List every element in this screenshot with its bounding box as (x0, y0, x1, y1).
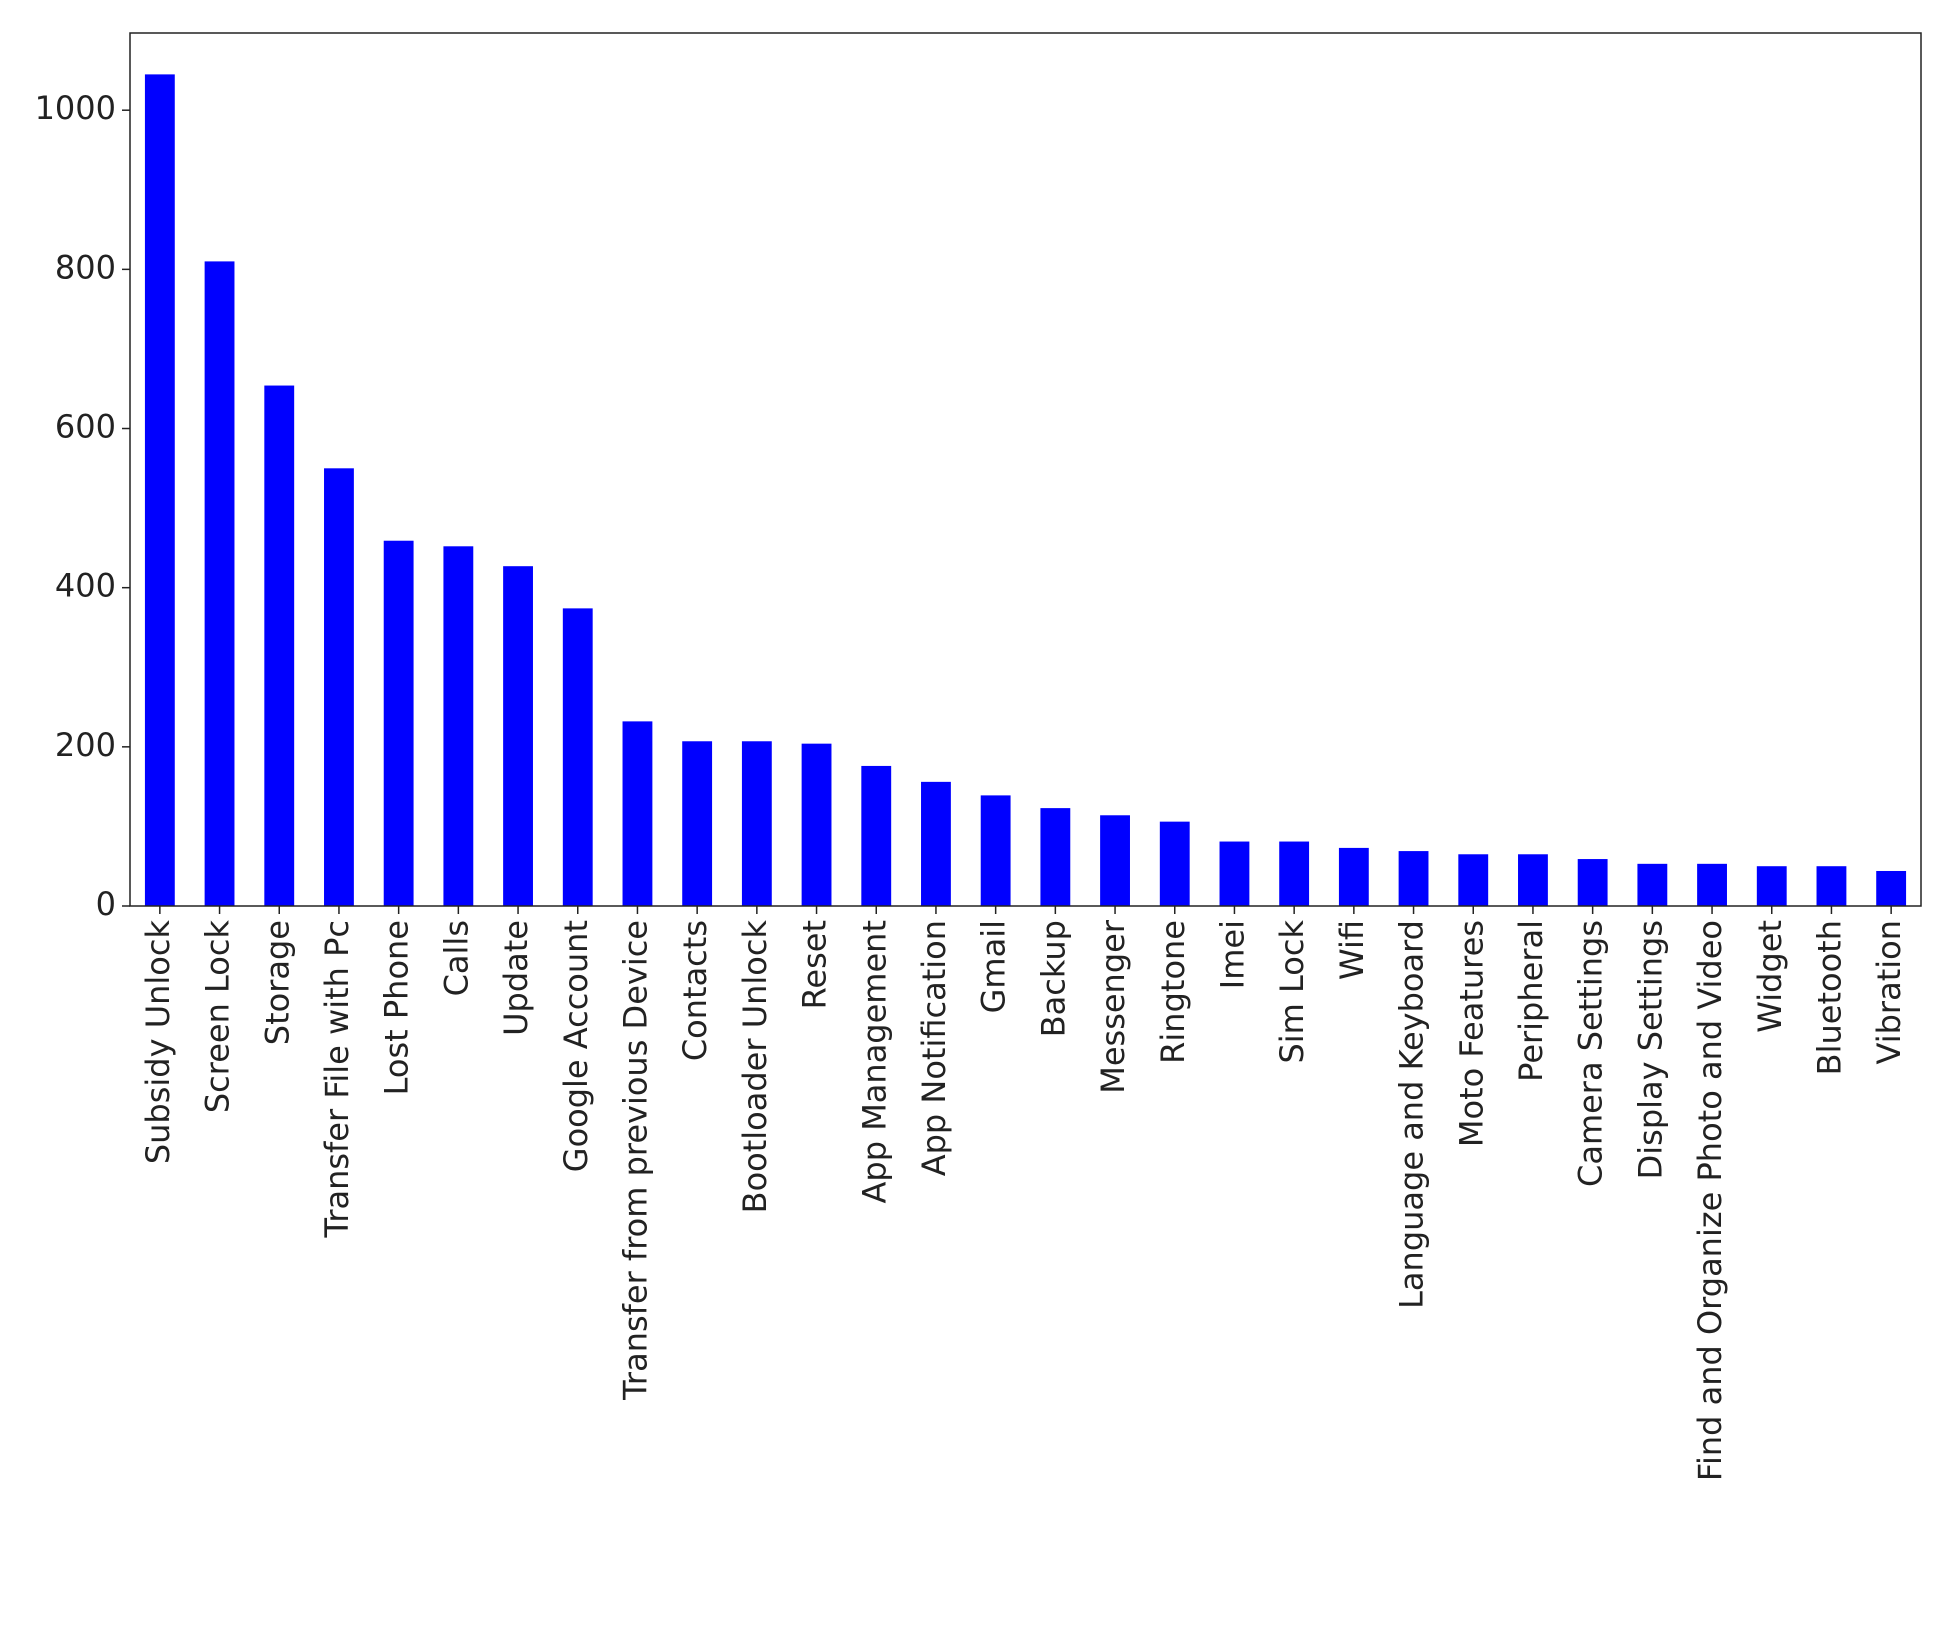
bar (980, 795, 1011, 906)
x-tick-label: Sim Lock (1273, 920, 1311, 1064)
bar (383, 540, 414, 906)
x-tick-label: Imei (1213, 920, 1251, 989)
plot-frame (129, 32, 1922, 907)
bar (682, 741, 713, 906)
bar (562, 608, 593, 906)
bar (1816, 866, 1847, 906)
x-tick-label: Bootloader Unlock (736, 920, 774, 1214)
x-tick-label: Display Settings (1631, 920, 1669, 1179)
bar (443, 546, 474, 906)
x-tick-label: Calls (437, 920, 475, 996)
bar (264, 385, 295, 907)
x-tick-label: Language and Keyboard (1393, 920, 1431, 1309)
y-tick-label: 600 (55, 408, 116, 446)
x-tick-label: Bluetooth (1810, 920, 1848, 1075)
x-tick-label: Reset (796, 920, 834, 1009)
bar (144, 74, 175, 906)
bar (1518, 854, 1548, 906)
bar (1876, 870, 1907, 906)
x-tick-label: Contacts (676, 920, 714, 1061)
bar (1159, 821, 1190, 906)
bar (503, 566, 533, 906)
bar (861, 765, 892, 906)
x-tick-label: Gmail (975, 920, 1013, 1013)
x-tick-label: Update (497, 920, 535, 1036)
bar (1100, 815, 1130, 906)
x-tick-label: Transfer from previous Device (616, 920, 654, 1401)
x-tick-label: Vibration (1870, 920, 1908, 1064)
bar (1219, 841, 1250, 906)
bar (1756, 866, 1787, 906)
x-tick-label: App Notification (915, 920, 953, 1176)
x-tick-label: Camera Settings (1572, 920, 1610, 1187)
y-tick-label: 1000 (35, 89, 116, 127)
x-tick-label: Screen Lock (199, 920, 237, 1114)
bar (801, 743, 832, 906)
x-tick-label: Subsidy Unlock (139, 920, 177, 1165)
bar (1697, 863, 1727, 906)
y-tick-label: 400 (55, 567, 116, 605)
x-tick-label: Messenger (1094, 919, 1132, 1094)
bar (1398, 851, 1429, 906)
x-tick-label: App Management (855, 920, 893, 1203)
y-tick-label: 200 (55, 726, 116, 764)
x-tick-label: Storage (258, 920, 296, 1045)
bar (1279, 841, 1310, 906)
x-tick-label: Backup (1034, 920, 1072, 1037)
y-tick-label: 0 (96, 885, 116, 923)
x-tick-label: Peripheral (1512, 920, 1550, 1082)
bar (741, 741, 772, 906)
bar (1040, 808, 1071, 906)
bar (1338, 847, 1369, 906)
x-tick-label: Find and Organize Photo and Video (1691, 920, 1729, 1481)
bar (622, 721, 653, 906)
x-tick-label: Transfer File with Pc (318, 920, 356, 1239)
bar (1637, 863, 1668, 906)
x-tick-label: Widget (1751, 920, 1789, 1033)
bar (324, 468, 354, 906)
bar (1458, 854, 1489, 906)
x-tick-label: Lost Phone (378, 920, 416, 1095)
y-tick-label: 800 (55, 248, 116, 286)
bar (1577, 859, 1608, 906)
x-tick-label: Google Account (557, 920, 595, 1172)
x-tick-label: Wifi (1333, 920, 1371, 980)
x-tick-label: Ringtone (1154, 920, 1192, 1064)
bar (921, 781, 951, 906)
bar (204, 261, 235, 906)
x-tick-label: Moto Features (1452, 920, 1490, 1147)
